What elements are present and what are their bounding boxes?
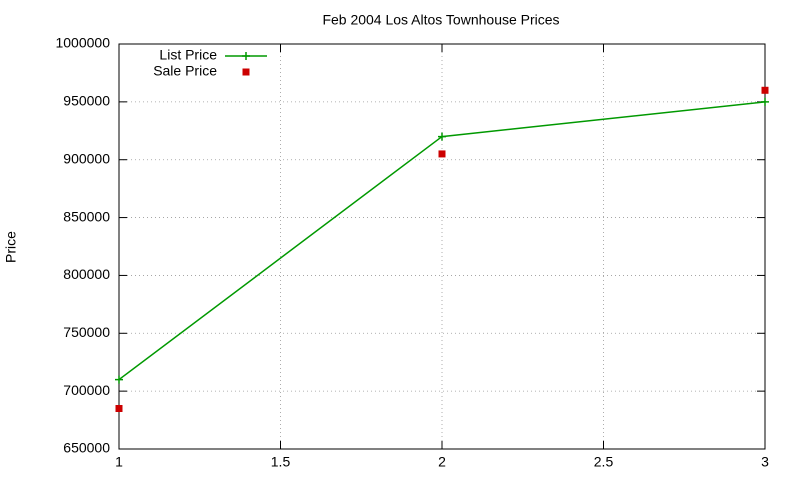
plot-border — [118, 43, 766, 450]
data-point — [761, 97, 769, 106]
legend-label: List Price — [159, 47, 217, 63]
legend-marker — [242, 52, 250, 60]
data-point — [761, 86, 769, 94]
data-point — [115, 375, 123, 384]
y-axis-label: Price — [3, 231, 19, 263]
legend-label: Sale Price — [153, 63, 217, 79]
x-tick-label: 2 — [438, 454, 446, 470]
chart-title: Feb 2004 Los Altos Townhouse Prices — [322, 12, 559, 28]
y-tick-label: 750000 — [63, 324, 110, 340]
x-tick-label: 1.5 — [271, 454, 291, 470]
y-tick-label: 800000 — [63, 266, 110, 282]
x-tick-label: 1 — [115, 454, 123, 470]
y-tick-label: 650000 — [63, 440, 110, 456]
y-tick-label: 700000 — [63, 382, 110, 398]
data-point — [438, 150, 446, 158]
y-tick-label: 850000 — [63, 208, 110, 224]
legend-marker — [242, 68, 250, 76]
x-tick-label: 2.5 — [594, 454, 614, 470]
data-point — [115, 405, 123, 412]
y-tick-label: 1000000 — [55, 35, 110, 51]
y-tick-label: 900000 — [63, 150, 110, 166]
x-tick-label: 3 — [761, 454, 769, 470]
y-tick-label: 950000 — [63, 93, 110, 109]
data-point — [438, 132, 446, 141]
